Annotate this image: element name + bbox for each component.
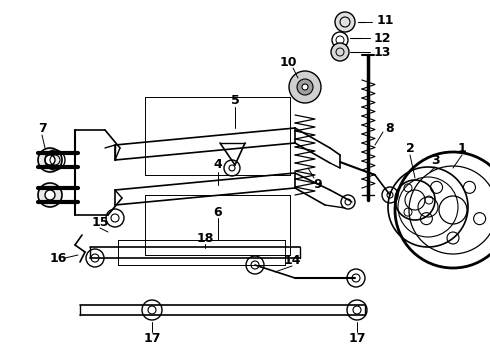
Text: 13: 13 [373,45,391,58]
Text: 10: 10 [279,55,297,68]
Circle shape [289,71,321,103]
Circle shape [335,12,355,32]
Circle shape [45,155,55,165]
Circle shape [38,183,62,207]
Text: 2: 2 [406,141,415,154]
Text: 3: 3 [431,153,440,166]
Text: 8: 8 [386,122,394,135]
Circle shape [38,148,62,172]
Circle shape [302,84,308,90]
Text: 17: 17 [143,332,161,345]
Circle shape [45,190,55,200]
Text: 18: 18 [196,231,214,244]
Circle shape [331,43,349,61]
Text: 5: 5 [231,94,240,107]
Text: 11: 11 [376,13,394,27]
Text: 17: 17 [348,332,366,345]
Text: 7: 7 [38,122,47,135]
Text: 4: 4 [214,158,222,171]
Circle shape [297,79,313,95]
Text: 15: 15 [91,216,109,229]
Text: 14: 14 [283,253,301,266]
Text: 9: 9 [314,179,322,192]
Text: 6: 6 [214,206,222,219]
Text: 12: 12 [373,31,391,45]
Text: 16: 16 [49,252,67,265]
Text: 1: 1 [458,141,466,154]
